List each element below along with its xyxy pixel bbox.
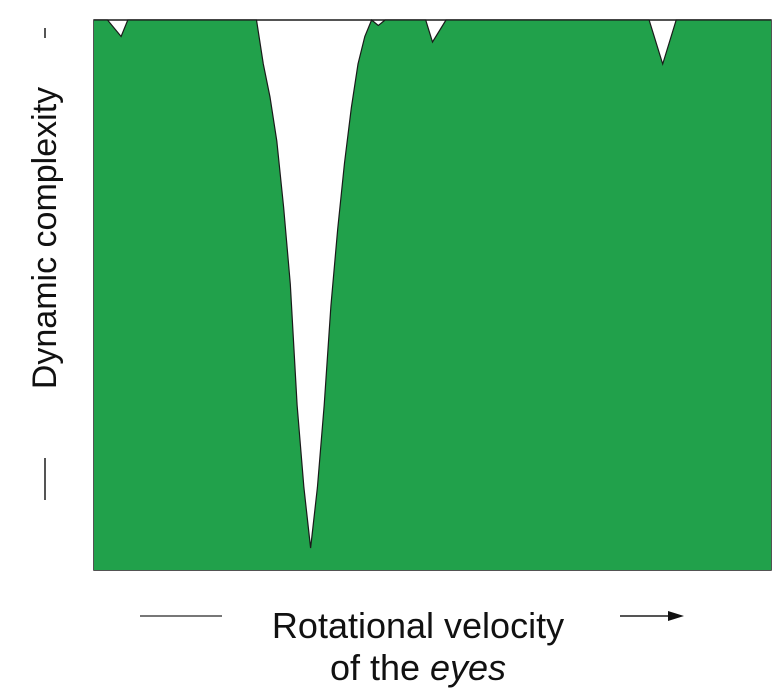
x-axis-arrow-head [668, 611, 684, 621]
area-outline [94, 19, 771, 549]
area-fill [94, 20, 771, 570]
x-axis-label-line2: of the eyes [330, 647, 506, 688]
y-axis-label: Dynamic complexity [26, 87, 64, 389]
x-axis-label-line2-prefix: of the [330, 647, 430, 688]
x-axis-label: Rotational velocity [272, 605, 564, 646]
chart-marks [94, 19, 771, 570]
x-axis-label-line2-emphasis: eyes [430, 647, 506, 688]
